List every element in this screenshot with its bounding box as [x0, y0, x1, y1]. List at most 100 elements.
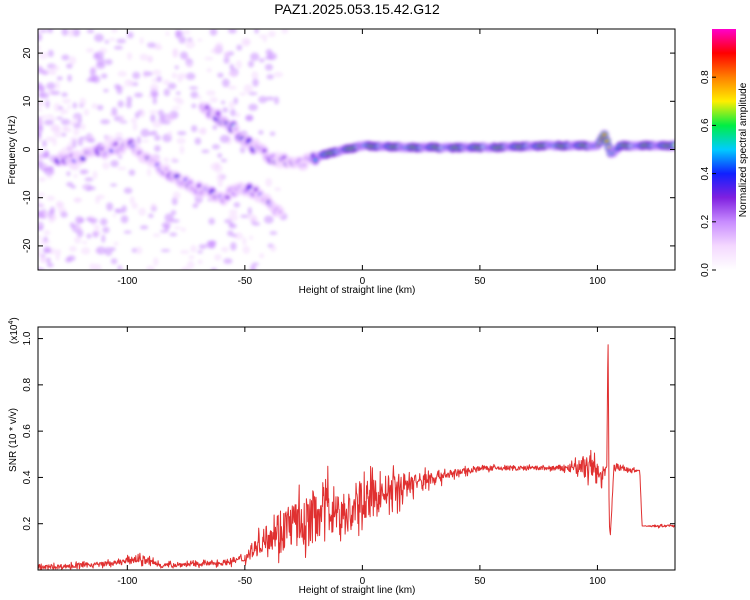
- spectrogram-cell: [252, 78, 259, 87]
- spectrogram-cell: [119, 115, 125, 124]
- spectrogram-cell: [245, 114, 254, 122]
- spectrogram-cell: [259, 253, 265, 259]
- spectrogram-cell: [242, 237, 247, 246]
- spectrogram-cell: [265, 49, 273, 56]
- spectrogram-cell: [40, 255, 46, 263]
- spectrogram-cell: [230, 242, 237, 251]
- spectrogram-cell: [95, 62, 106, 69]
- spectrogram-cell: [171, 156, 177, 163]
- spectrogram-cell: [66, 63, 73, 69]
- spectrogram-x-tick-label: -50: [238, 276, 253, 287]
- spectrogram-cell: [72, 102, 78, 109]
- spectrogram-cell: [210, 267, 218, 270]
- spectrogram-cell: [234, 232, 244, 240]
- spectrogram-cell: [278, 210, 282, 213]
- spectrogram-cell: [67, 105, 72, 110]
- spectrogram-cell: [49, 64, 60, 72]
- spectrogram-cell: [38, 51, 49, 60]
- spectrogram-cell: [248, 60, 254, 68]
- spectrogram-heatmap: [38, 29, 675, 270]
- spectrogram-cell: [204, 56, 214, 61]
- spectrogram-cell: [228, 100, 235, 110]
- spectrogram-cell: [38, 125, 44, 131]
- spectrogram-cell: [79, 169, 89, 175]
- spectrogram-cell: [148, 54, 153, 64]
- spectrogram-cell: [163, 88, 171, 97]
- spectrogram-cell: [281, 29, 289, 34]
- spectrogram-cell: [110, 247, 116, 252]
- spectrogram-cell: [62, 98, 72, 104]
- spectrogram-x-tick-label: 100: [589, 276, 606, 287]
- spectrogram-cell: [46, 262, 54, 268]
- spectrogram-cell: [186, 260, 195, 269]
- spectrogram-cell: [94, 51, 104, 59]
- snr-y-tick-label: 0.6: [22, 424, 33, 438]
- spectrogram-cell: [163, 157, 170, 163]
- spectrogram-cell: [128, 169, 136, 176]
- spectrogram-cell: [228, 209, 238, 214]
- spectrogram-cell: [156, 75, 162, 83]
- spectrogram-cell: [91, 103, 98, 110]
- spectrogram-cell: [604, 139, 609, 143]
- spectrogram-cell: [75, 216, 84, 224]
- spectrogram-cell: [38, 133, 42, 138]
- spectrogram-cell: [201, 149, 210, 154]
- spectrogram-cell: [126, 52, 133, 61]
- spectrogram-cell: [38, 197, 41, 204]
- colorbar-tick-label: 0.6: [700, 118, 711, 132]
- spectrogram-cell: [116, 38, 127, 44]
- spectrogram-cell: [227, 85, 237, 90]
- spectrogram-cell: [50, 213, 57, 221]
- spectrogram-cell: [190, 245, 197, 253]
- spectrogram-cell: [151, 91, 159, 98]
- spectrogram-cell: [251, 71, 259, 80]
- spectrogram-cell: [217, 72, 224, 78]
- spectrogram-cell: [38, 66, 44, 74]
- spectrogram-cell: [253, 221, 261, 226]
- spectrogram-cell: [111, 29, 118, 33]
- spectrogram-cell: [69, 245, 77, 253]
- spectrogram-cell: [273, 71, 284, 78]
- spectrogram-cell: [165, 113, 175, 123]
- spectrogram-cell: [174, 65, 179, 70]
- snr-panel: -100 -50 0 50 100 0.2 0.4 0.6 0.8 1.0 Height of …: [8, 317, 676, 596]
- spectrogram-cell: [46, 195, 55, 201]
- spectrogram-cell: [47, 49, 54, 58]
- spectrogram-y-tick-label: 20: [22, 47, 33, 59]
- spectrogram-cell: [92, 170, 98, 180]
- spectrogram-cell: [178, 36, 187, 44]
- spectrogram-cell: [206, 68, 212, 73]
- spectrogram-cell: [265, 177, 273, 187]
- spectrogram-cell: [150, 114, 156, 123]
- spectrogram-cell: [266, 74, 274, 80]
- spectrogram-cell: [169, 232, 178, 237]
- spectrogram-cell: [94, 224, 100, 232]
- spectrogram-cell: [139, 37, 144, 45]
- spectrogram-cell: [85, 217, 92, 222]
- spectrogram-cell: [188, 255, 195, 260]
- snr-x-label: Height of straight line (km): [299, 585, 416, 596]
- spectrogram-cell: [156, 42, 161, 50]
- spectrogram-cell: [132, 71, 141, 80]
- spectrogram-cell: [179, 250, 190, 254]
- spectrogram-cell: [228, 29, 237, 34]
- spectrogram-cell: [66, 171, 71, 177]
- spectrogram-cell: [143, 71, 153, 77]
- spectrogram-cell: [215, 42, 224, 51]
- spectrogram-cell: [171, 106, 181, 110]
- spectrogram-cell: [152, 233, 161, 238]
- spectrogram-cell: [79, 97, 87, 107]
- spectrogram-cell: [129, 196, 135, 205]
- spectrogram-cell: [132, 122, 138, 131]
- spectrogram-cell: [102, 226, 110, 234]
- spectrogram-cell: [248, 103, 258, 111]
- snr-y-tick-label: 0.8: [22, 377, 33, 391]
- spectrogram-cell: [123, 187, 133, 194]
- spectrogram-cell: [197, 184, 201, 188]
- spectrogram-cell: [126, 95, 133, 103]
- spectrogram-y-label: Frequency (Hz): [7, 116, 18, 185]
- spectrogram-cell: [197, 38, 203, 42]
- spectrogram-cell: [110, 258, 118, 265]
- spectrogram-cell: [302, 163, 307, 167]
